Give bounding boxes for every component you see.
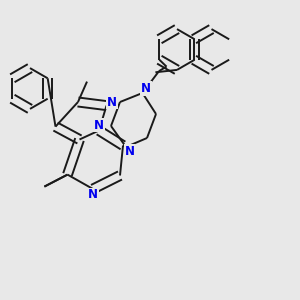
Text: N: N — [88, 188, 98, 202]
Text: N: N — [107, 95, 117, 109]
Text: N: N — [141, 82, 151, 95]
Text: N: N — [94, 118, 104, 132]
Text: N: N — [124, 145, 135, 158]
